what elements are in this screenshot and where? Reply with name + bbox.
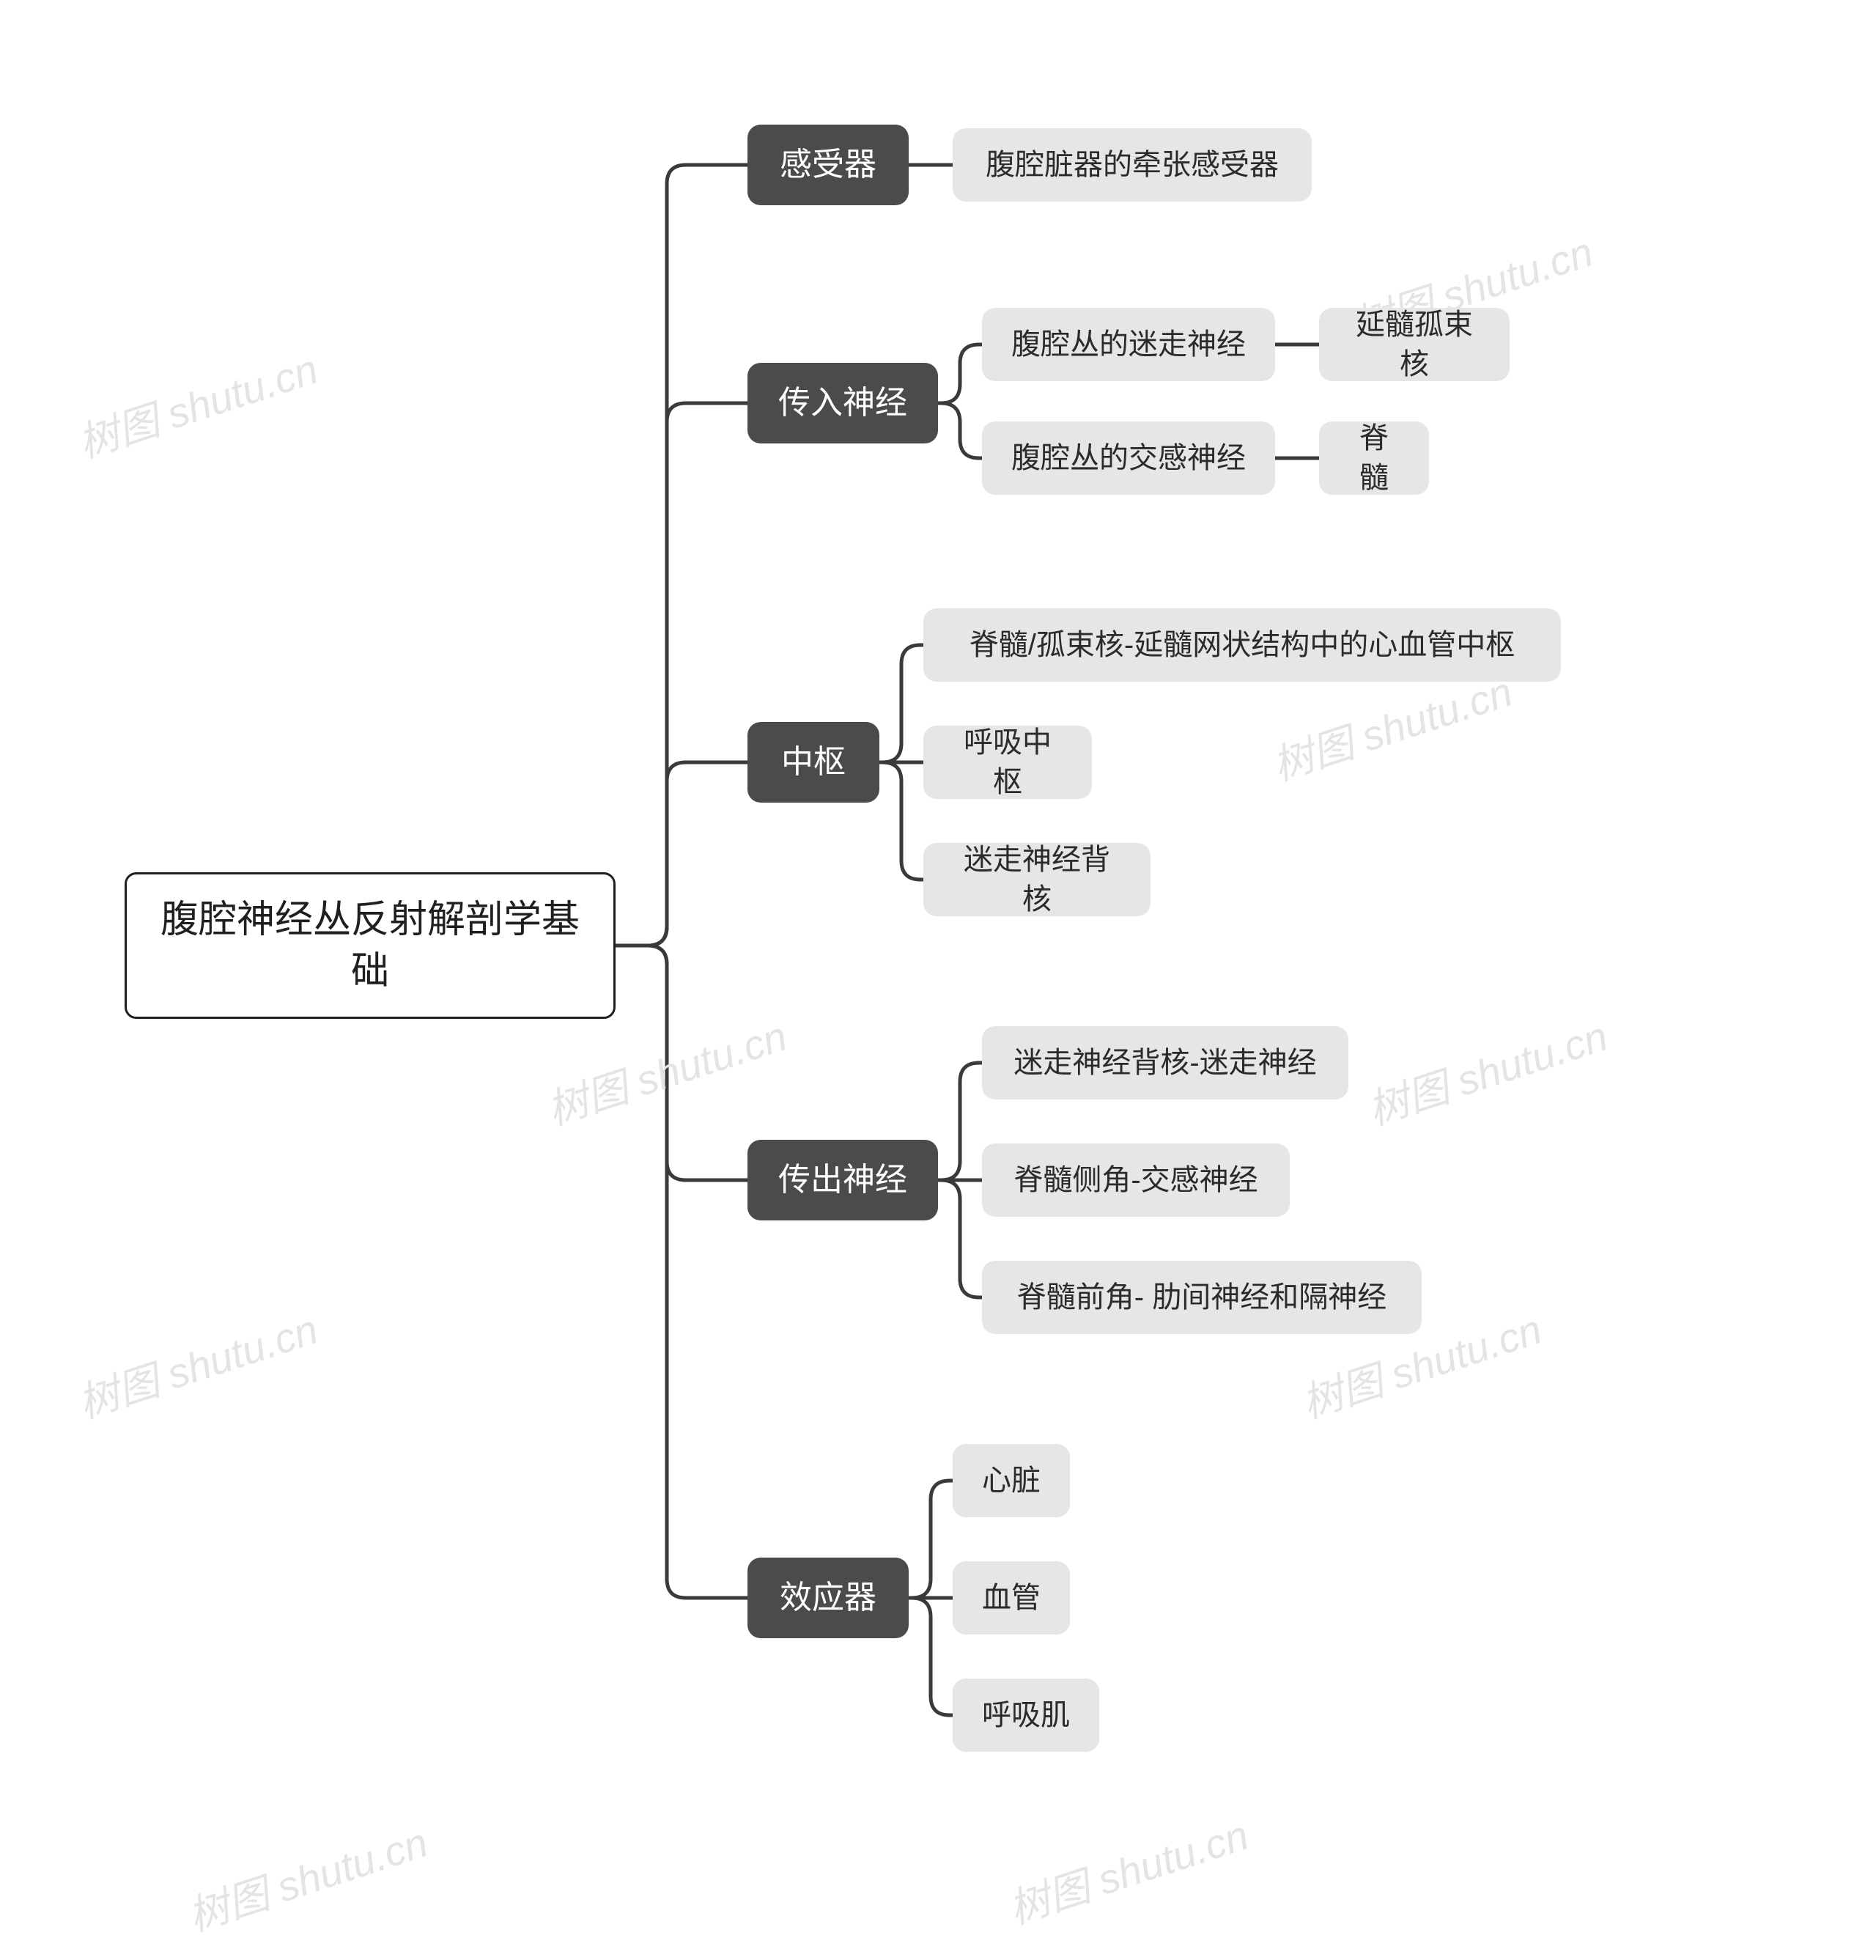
leaf-b2c2a: 脊髓 — [1319, 421, 1429, 495]
leaf-b2c1: 腹腔丛的迷走神经 — [982, 308, 1275, 381]
leaf-b3c3: 迷走神经背核 — [923, 843, 1151, 916]
leaf-b5c2: 血管 — [953, 1561, 1070, 1635]
branch-b2: 传入神经 — [747, 363, 938, 443]
leaf-b3c2: 呼吸中枢 — [923, 726, 1092, 799]
watermark: 树图 shutu.cn — [1000, 1802, 1255, 1936]
leaf-b3c1: 脊髓/孤束核-延髓网状结构中的心血管中枢 — [923, 608, 1561, 682]
leaf-b2c2: 腹腔丛的交感神经 — [982, 421, 1275, 495]
leaf-b5c1: 心脏 — [953, 1444, 1070, 1517]
watermark: 树图 shutu.cn — [1359, 1003, 1614, 1137]
leaf-b4c1: 迷走神经背核-迷走神经 — [982, 1026, 1348, 1099]
mindmap-stage: 树图 shutu.cn 树图 shutu.cn 树图 shutu.cn 树图 shut… — [0, 0, 1876, 1960]
leaf-b4c3: 脊髓前角- 肋间神经和隔神经 — [982, 1261, 1422, 1334]
leaf-b2c1a: 延髓孤束核 — [1319, 308, 1510, 381]
root-node: 腹腔神经丛反射解剖学基 础 — [125, 872, 616, 1019]
leaf-b5c3: 呼吸肌 — [953, 1679, 1099, 1752]
leaf-b1c1: 腹腔脏器的牵张感受器 — [953, 128, 1312, 202]
branch-b4: 传出神经 — [747, 1140, 938, 1220]
branch-b5: 效应器 — [747, 1558, 909, 1638]
leaf-b4c2: 脊髓侧角-交感神经 — [982, 1143, 1290, 1217]
branch-b3: 中枢 — [747, 722, 879, 803]
branch-b1: 感受器 — [747, 125, 909, 205]
watermark: 树图 shutu.cn — [70, 1297, 325, 1430]
watermark: 树图 shutu.cn — [539, 1003, 794, 1137]
watermark: 树图 shutu.cn — [180, 1810, 435, 1943]
watermark: 树图 shutu.cn — [70, 336, 325, 470]
